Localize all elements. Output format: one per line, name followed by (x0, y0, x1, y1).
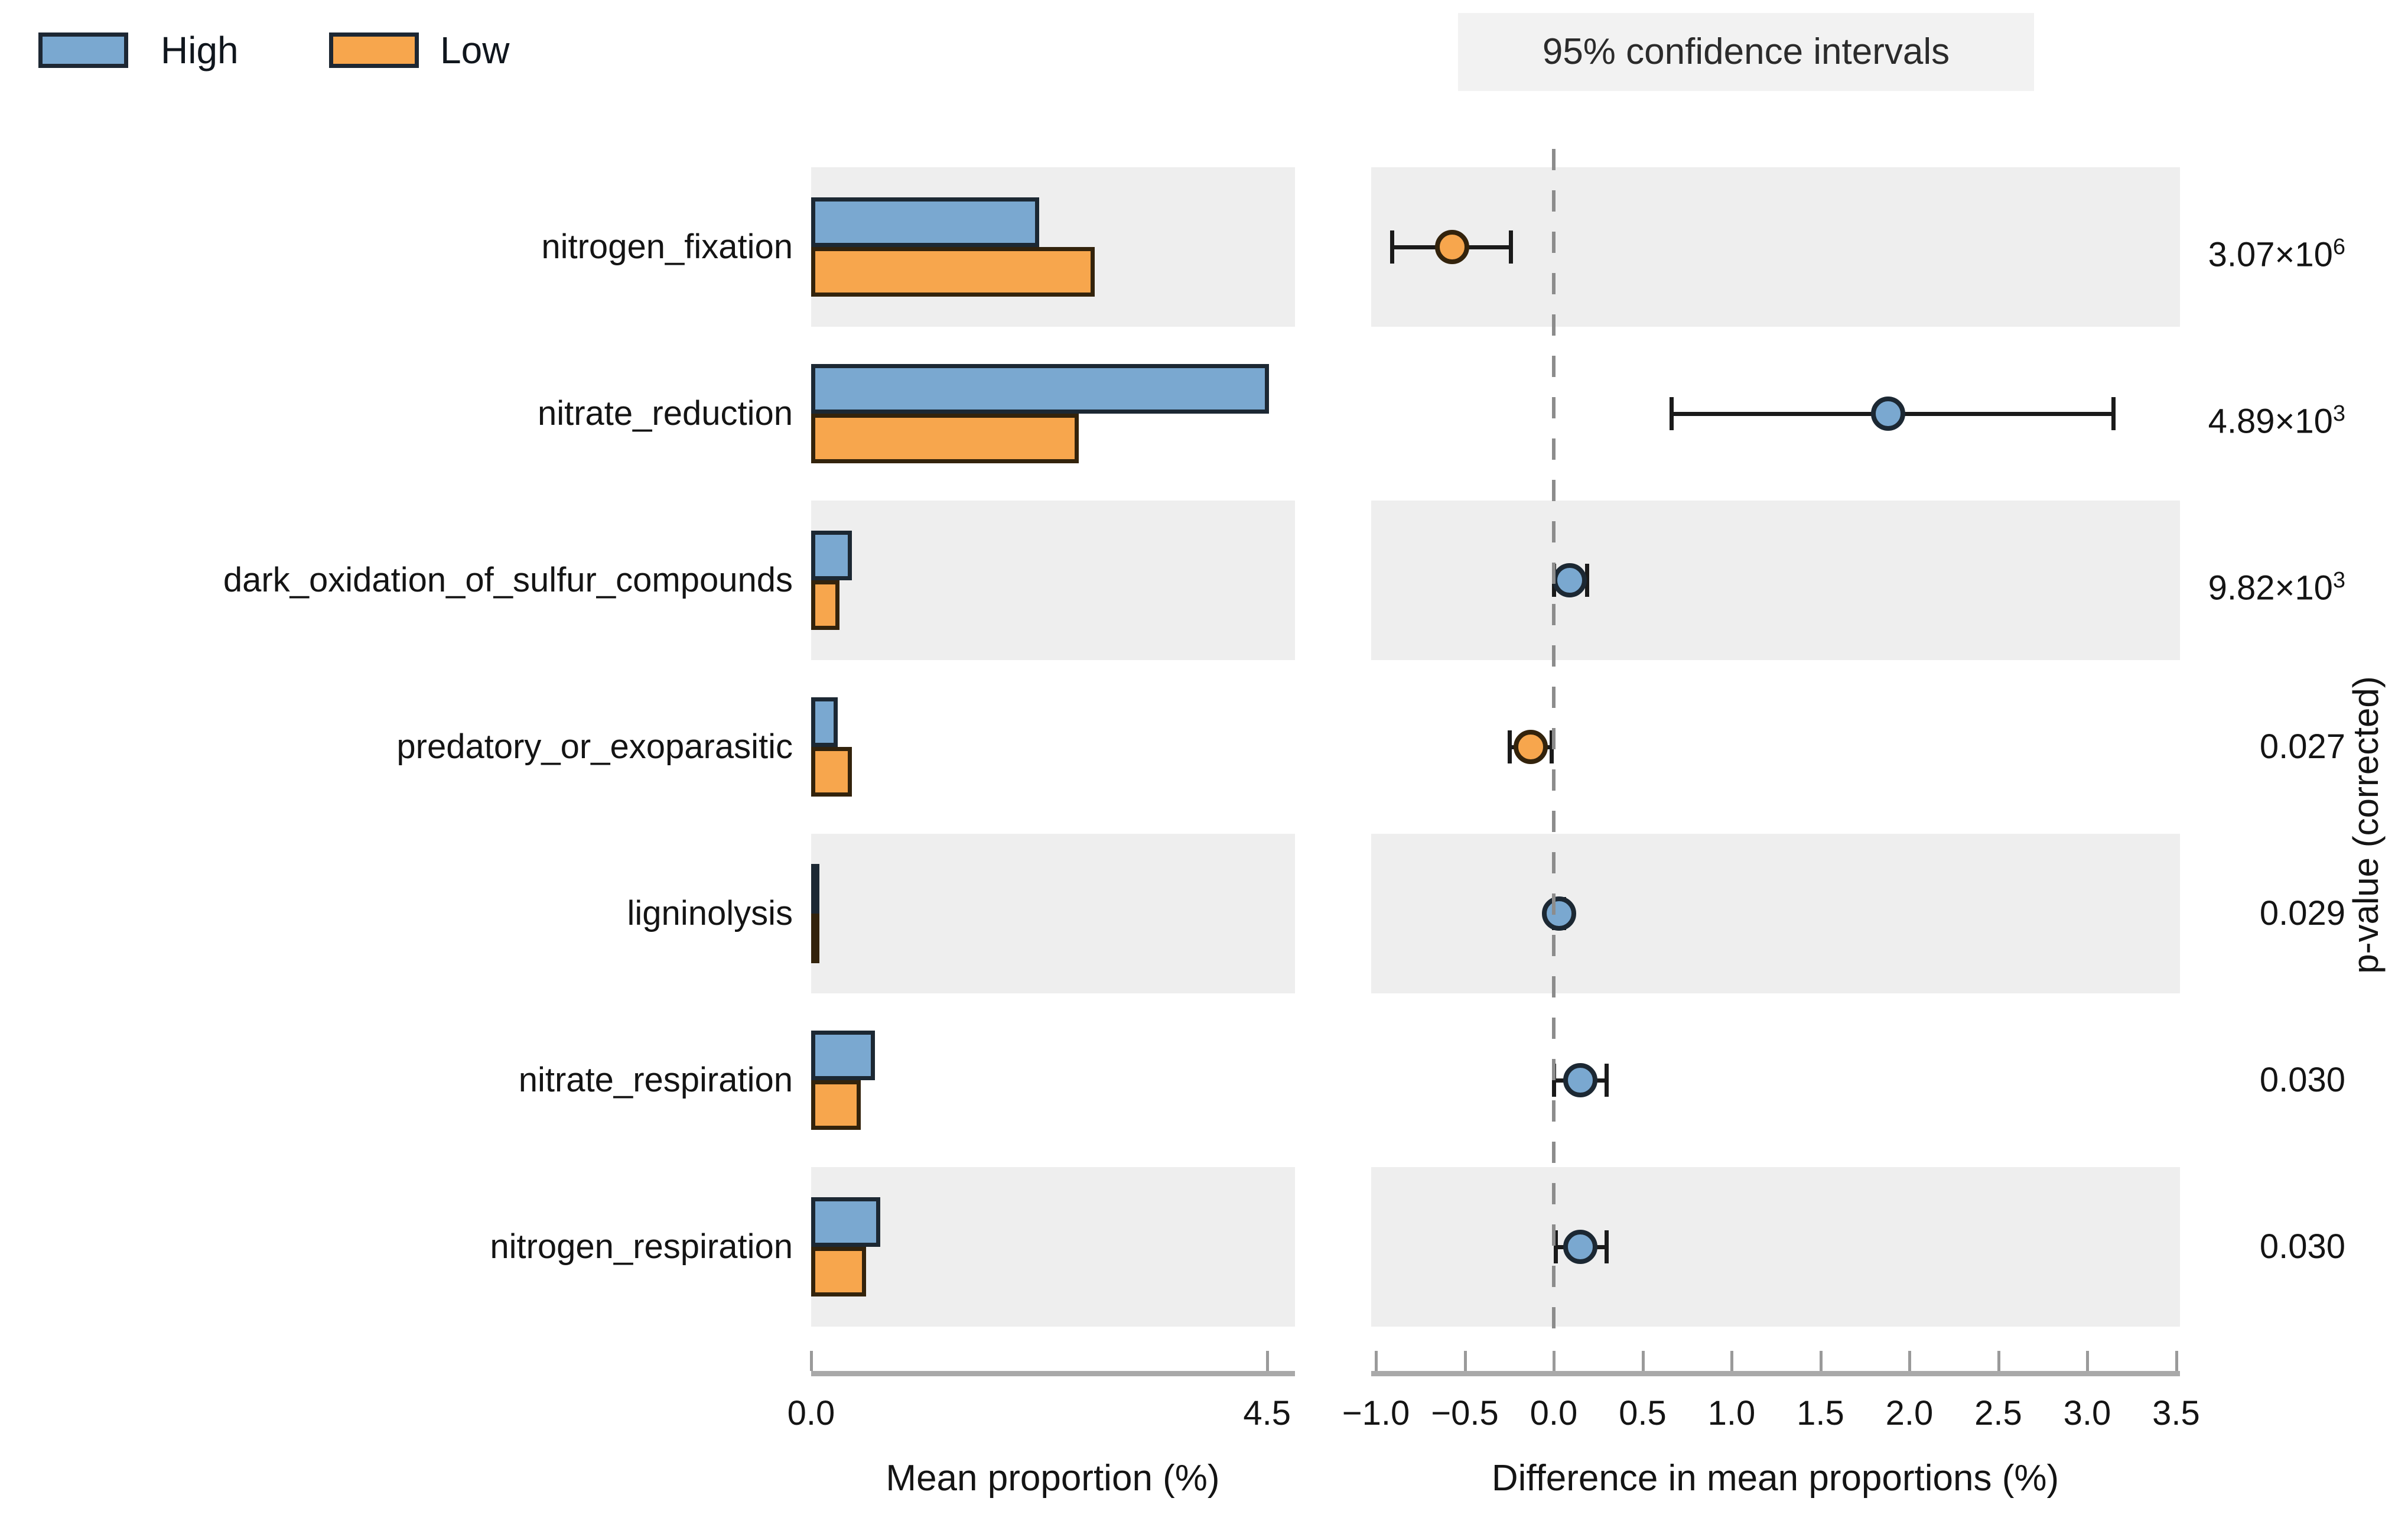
bar-high (811, 364, 1270, 414)
left-axis-tick (810, 1351, 813, 1371)
p-value-exponent: 3 (2332, 568, 2345, 593)
left-axis-tick (1265, 1351, 1269, 1371)
right-axis-tick (2175, 1351, 2178, 1371)
bar-low (811, 1247, 866, 1296)
ci-cap-right (2111, 397, 2116, 430)
right-axis-tick (1641, 1351, 1645, 1371)
right-axis-tick (1997, 1351, 2000, 1371)
right-axis-tick-label: 1.5 (1797, 1394, 1844, 1432)
category-label: ligninolysis (627, 894, 793, 932)
bar-high (811, 1197, 880, 1247)
p-value-text: 0.029 (2259, 894, 2345, 932)
right-axis-tick-label: 2.0 (1885, 1394, 1934, 1432)
bar-low (811, 914, 819, 963)
ci-panel-title: 95% confidence intervals (1458, 13, 2034, 91)
pvalue-axis-label: p-value (corrected) (2346, 676, 2386, 974)
bar-low (811, 1080, 861, 1130)
ci-cap-right (1585, 564, 1590, 597)
ci-marker (1563, 1230, 1598, 1264)
p-value: 0.030 (2091, 1222, 2345, 1272)
bar-low (811, 580, 840, 630)
p-value-text: 4.89×10 (2208, 402, 2333, 441)
row-band-left (811, 834, 1295, 993)
right-axis-tick (1730, 1351, 1733, 1371)
zero-dashed-line (1552, 149, 1556, 1337)
p-value: 0.027 (2091, 722, 2345, 772)
right-axis-tick-label: 3.0 (2063, 1394, 2111, 1432)
left-axis-title: Mean proportion (%) (886, 1458, 1220, 1499)
ci-marker (1513, 730, 1548, 764)
right-axis-tick-label: −1.0 (1342, 1394, 1410, 1432)
p-value: 3.07×106 (2091, 222, 2345, 280)
p-value: 0.029 (2091, 889, 2345, 938)
row-band-right (1371, 1167, 2180, 1327)
category-label: nitrate_respiration (518, 1061, 793, 1099)
p-value-exponent: 3 (2332, 401, 2345, 426)
p-value-exponent: 6 (2332, 235, 2345, 259)
ci-cap-right (1508, 230, 1513, 264)
right-axis-tick-label: 3.5 (2152, 1394, 2200, 1432)
p-value: 0.030 (2091, 1055, 2345, 1105)
right-axis-tick (1463, 1351, 1467, 1371)
ci-marker (1563, 1063, 1598, 1097)
right-axis-title: Difference in mean proportions (%) (1491, 1458, 2059, 1499)
p-value-text: 0.030 (2259, 1061, 2345, 1099)
right-axis-tick (1375, 1351, 1378, 1371)
right-axis-tick-label: −0.5 (1431, 1394, 1499, 1432)
ci-cap-left (1390, 230, 1395, 264)
category-label: nitrate_reduction (537, 394, 793, 433)
left-axis-tick-label: 0.0 (787, 1394, 835, 1432)
bar-high (811, 697, 838, 747)
ci-cap-right (1605, 1064, 1609, 1097)
category-label: dark_oxidation_of_sulfur_compounds (223, 561, 793, 599)
row-band-right (1371, 834, 2180, 993)
ci-marker (1553, 563, 1587, 597)
p-value-text: 0.030 (2259, 1227, 2345, 1266)
right-axis-tick-label: 2.5 (1974, 1394, 2022, 1432)
right-axis-tick (2086, 1351, 2089, 1371)
bar-high (811, 197, 1039, 247)
ci-marker (1542, 896, 1577, 931)
legend-label-low: Low (440, 29, 510, 72)
right-axis-line (1371, 1371, 2180, 1376)
ci-cap-right (1605, 1230, 1609, 1263)
p-value-text: 0.027 (2259, 727, 2345, 766)
ci-marker (1870, 397, 1905, 431)
bar-low (811, 747, 852, 797)
ci-cap-left (1554, 1230, 1558, 1263)
category-label: nitrogen_fixation (541, 228, 793, 266)
ci-marker (1435, 230, 1470, 264)
right-axis-tick (1908, 1351, 1911, 1371)
category-label: nitrogen_respiration (490, 1227, 793, 1266)
bar-high (811, 1031, 876, 1080)
legend-swatch-high (38, 33, 128, 68)
left-axis-tick-label: 4.5 (1243, 1394, 1291, 1432)
right-axis-tick-label: 1.0 (1707, 1394, 1756, 1432)
row-band-left (811, 501, 1295, 660)
ci-cap-right (1549, 730, 1554, 763)
right-axis-tick (1819, 1351, 1823, 1371)
bar-low (811, 414, 1079, 463)
ci-cap-left (1507, 730, 1512, 763)
p-value: 4.89×103 (2091, 389, 2345, 446)
ci-cap-left (1669, 397, 1674, 430)
legend-label-high: High (161, 29, 239, 72)
right-axis-tick (1553, 1351, 1556, 1371)
bar-high (811, 864, 819, 914)
legend-swatch-low (329, 33, 419, 68)
p-value-text: 9.82×10 (2208, 568, 2333, 607)
right-axis-tick-label: 0.0 (1530, 1394, 1578, 1432)
p-value: 9.82×103 (2091, 555, 2345, 613)
row-band-right (1371, 501, 2180, 660)
category-label: predatory_or_exoparasitic (396, 727, 793, 766)
right-axis-tick-label: 0.5 (1619, 1394, 1667, 1432)
bar-high (811, 531, 852, 580)
bar-low (811, 247, 1095, 297)
row-band-left (811, 1167, 1295, 1327)
left-axis-line (811, 1371, 1295, 1376)
p-value-text: 3.07×10 (2208, 235, 2333, 274)
